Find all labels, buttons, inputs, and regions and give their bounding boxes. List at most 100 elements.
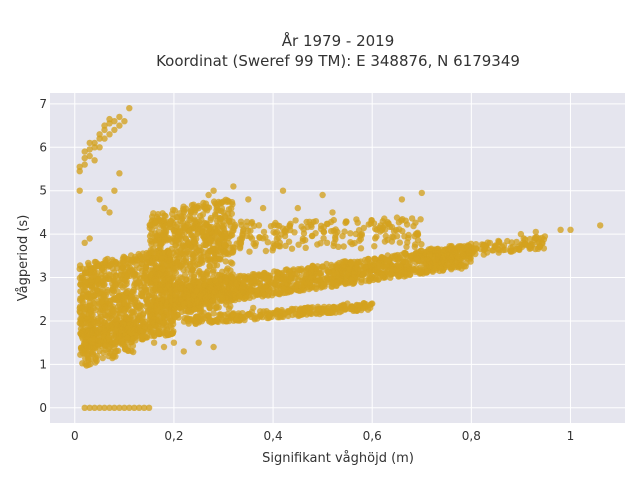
data-point <box>206 262 213 270</box>
data-point <box>329 309 336 316</box>
data-point <box>78 321 85 328</box>
y-axis-label: Vågperiod (s) <box>16 215 31 302</box>
data-point <box>454 253 461 260</box>
data-point <box>112 316 120 323</box>
data-point <box>252 240 259 247</box>
data-point <box>370 255 378 263</box>
data-point <box>92 354 99 361</box>
data-point <box>320 235 327 242</box>
data-point <box>133 283 141 290</box>
data-point <box>100 281 108 289</box>
data-point <box>326 271 333 278</box>
data-point <box>252 277 260 284</box>
data-point <box>362 269 370 277</box>
data-point <box>217 248 224 256</box>
data-point <box>313 306 320 313</box>
data-point <box>413 255 420 262</box>
data-point <box>280 310 288 317</box>
data-point <box>148 332 155 339</box>
data-point <box>196 279 203 286</box>
data-point <box>274 269 282 276</box>
data-point <box>96 300 103 307</box>
data-point <box>219 233 226 240</box>
data-point <box>155 270 163 278</box>
data-point <box>77 281 84 288</box>
data-point <box>186 216 193 224</box>
data-point <box>185 318 192 325</box>
data-point <box>279 187 287 194</box>
data-point <box>286 276 293 283</box>
data-point <box>126 105 133 112</box>
data-point <box>532 228 539 236</box>
data-point <box>149 297 156 305</box>
data-point <box>213 318 220 325</box>
data-point <box>276 239 283 246</box>
data-point <box>240 226 247 233</box>
y-tick-label: 2 <box>39 314 47 328</box>
data-point <box>526 235 534 243</box>
data-point <box>126 404 133 411</box>
data-point <box>96 196 103 203</box>
data-point <box>253 287 261 294</box>
data-point <box>106 272 114 279</box>
data-point <box>288 305 295 313</box>
data-point <box>328 279 335 286</box>
data-point <box>291 229 298 236</box>
data-point <box>222 277 230 284</box>
data-point <box>86 299 93 306</box>
data-point <box>255 222 263 229</box>
data-point <box>532 235 539 242</box>
data-point <box>317 240 324 247</box>
data-point <box>121 118 128 125</box>
data-point <box>153 264 160 272</box>
data-point <box>182 235 189 242</box>
data-point <box>267 223 275 230</box>
data-point <box>414 236 422 244</box>
data-point <box>347 259 355 266</box>
data-point <box>109 290 116 297</box>
data-point <box>86 152 93 160</box>
data-point <box>204 225 212 233</box>
data-point <box>166 236 173 243</box>
data-point <box>228 231 236 239</box>
data-point <box>124 255 131 263</box>
data-point <box>441 246 448 254</box>
data-point <box>102 305 110 312</box>
y-tick-label: 7 <box>39 97 47 111</box>
data-point <box>395 262 403 269</box>
data-point <box>125 317 133 324</box>
data-point <box>424 268 431 275</box>
data-point <box>218 205 226 212</box>
data-point <box>407 271 414 278</box>
data-point <box>123 264 131 271</box>
data-point <box>180 203 187 210</box>
data-point <box>177 263 185 270</box>
data-point <box>341 228 348 235</box>
data-point <box>97 290 105 297</box>
data-point <box>449 264 456 271</box>
data-point <box>77 303 84 310</box>
data-point <box>414 231 421 238</box>
data-point <box>230 286 238 293</box>
data-point <box>86 344 93 351</box>
data-point <box>224 197 231 204</box>
data-point <box>106 131 113 138</box>
data-point <box>82 293 90 300</box>
data-point <box>157 283 164 290</box>
data-point <box>320 281 327 288</box>
data-point <box>285 286 292 294</box>
data-point <box>116 404 123 411</box>
data-point <box>149 220 156 228</box>
data-point <box>300 286 307 294</box>
data-point <box>225 305 233 312</box>
data-point <box>332 236 339 243</box>
data-point <box>184 291 191 299</box>
data-point <box>212 212 219 220</box>
data-point <box>81 154 88 162</box>
data-point <box>334 228 341 236</box>
data-point <box>371 243 378 250</box>
data-point <box>149 287 157 294</box>
axes: 0 0,2 0,4 0,6 0,8 1 0 1 2 3 4 5 6 7 <box>39 97 574 443</box>
data-point <box>164 257 171 264</box>
data-point <box>373 226 380 233</box>
